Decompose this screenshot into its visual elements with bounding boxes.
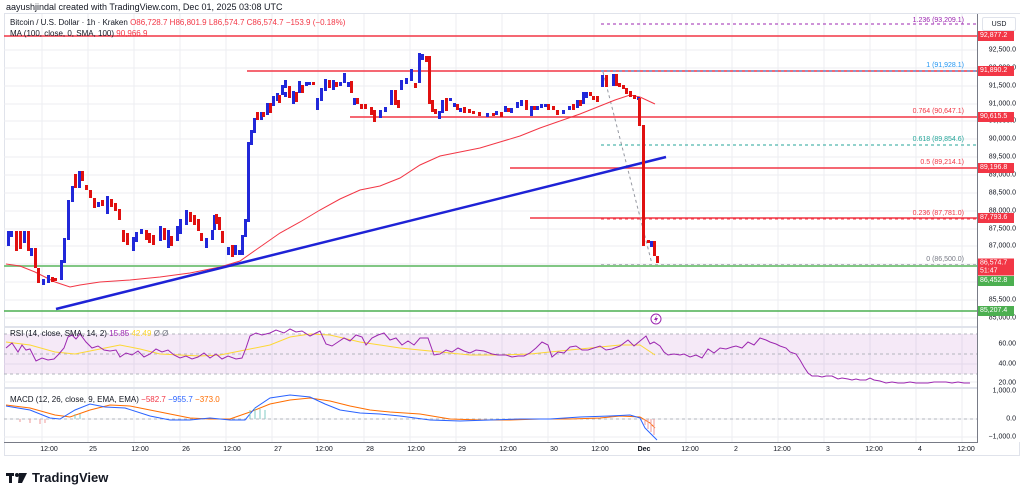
macd-tick: 1,000.0: [992, 387, 1016, 395]
rsi-sma-line: [5, 333, 656, 357]
tradingview-logo[interactable]: TradingView: [6, 470, 108, 485]
price-tag-resistance-5: 87,793.6: [978, 213, 1014, 223]
price-tick: 89,500.0: [988, 153, 1016, 161]
resistance-lines: [4, 35, 977, 219]
symbol-row: Bitcoin / U.S. Dollar · 1h · Kraken O86,…: [10, 17, 345, 28]
macd-line: [5, 394, 658, 441]
time-tick: 25: [89, 446, 97, 453]
time-axis[interactable]: 12:00 25 12:00 26 12:00 27 12:00 28 12:0…: [4, 442, 978, 456]
macd-signal-value: −373.0: [195, 395, 220, 404]
time-tick: 27: [274, 446, 282, 453]
time-tick: 26: [182, 446, 190, 453]
time-tick: 12:00: [591, 446, 609, 453]
price-tick: 91,000.0: [988, 100, 1016, 108]
rsi-tick: 40.00: [998, 360, 1016, 368]
time-tick: 3: [826, 446, 830, 453]
price-tag-resistance-3: 90,615.5: [978, 112, 1014, 122]
chart-credit: aayushjindal created with TradingView.co…: [6, 2, 283, 12]
rsi-value: 15.85: [109, 329, 130, 338]
price-tag-support-1: 86,452.8: [978, 276, 1014, 286]
fib-label-0236: 0.236 (87,781.0): [912, 210, 964, 217]
open-value: O86,728.7: [130, 18, 168, 27]
time-tick: 12:00: [131, 446, 149, 453]
ma-row: MA (100, close, 0, SMA, 100) 90,966.9: [10, 28, 345, 39]
time-tick: 12:00: [865, 446, 883, 453]
price-tag-current: 86,574.7 51:47: [978, 258, 1014, 276]
change-value: −153.9 (−0.18%): [285, 18, 346, 27]
price-tick: 87,000.0: [988, 242, 1016, 250]
logo-text: TradingView: [32, 470, 109, 485]
macd-histogram: [19, 419, 655, 435]
fib-label-0: 0 (86,500.0): [926, 256, 964, 263]
price-axis[interactable]: 92,500.0 92,000.0 91,500.0 91,000.0 90,5…: [977, 14, 1020, 442]
time-tick: 12:00: [957, 446, 975, 453]
grid-lines: [4, 14, 977, 442]
price-tag-resistance-1: 92,877.2: [978, 31, 1014, 41]
ma-label[interactable]: MA (100, close, 0, SMA, 100): [10, 29, 115, 38]
chart-legend: Bitcoin / U.S. Dollar · 1h · Kraken O86,…: [10, 17, 345, 39]
fib-label-0618: 0.618 (89,854.6): [912, 136, 964, 143]
time-tick: 12:00: [40, 446, 58, 453]
tradingview-logo-icon: [6, 472, 27, 483]
rsi-extra: Ø Ø: [153, 329, 169, 338]
price-tick: 85,500.0: [988, 296, 1016, 304]
close-value: C86,574.7: [246, 18, 284, 27]
alert-lightning-icon: [650, 313, 662, 325]
price-tick: 92,500.0: [988, 46, 1016, 54]
time-tick: Dec: [637, 446, 651, 453]
macd-tick: −1,000.0: [988, 433, 1016, 441]
fib-label-05: 0.5 (89,214.1): [920, 159, 964, 166]
fib-label-1236: 1.236 (93,209.1): [912, 17, 964, 24]
price-tick: 88,500.0: [988, 189, 1016, 197]
time-tick: 12:00: [223, 446, 241, 453]
rsi-line: [5, 328, 970, 384]
rsi-label[interactable]: RSI (14, close, SMA, 14, 2): [10, 329, 107, 338]
price-tick: 90,000.0: [988, 135, 1016, 143]
time-tick: 30: [550, 446, 558, 453]
time-tick: 4: [918, 446, 922, 453]
price-tick: 87,500.0: [988, 225, 1016, 233]
price-tick: 89,000.0: [988, 171, 1016, 179]
time-tick: 12:00: [407, 446, 425, 453]
rsi-tick: 60.00: [998, 340, 1016, 348]
time-tick: 12:00: [773, 446, 791, 453]
macd-signal-line: [5, 397, 656, 429]
time-tick: 29: [458, 446, 466, 453]
macd-hist-value: −582.7: [141, 395, 166, 404]
time-tick: 12:00: [499, 446, 517, 453]
symbol-name[interactable]: Bitcoin / U.S. Dollar · 1h · Kraken: [10, 18, 128, 27]
macd-value: −955.7: [168, 395, 193, 404]
current-price: 86,574.7: [980, 259, 1008, 267]
price-tick: 85,000.0: [988, 314, 1016, 322]
price-tag-resistance-4: 89,196.8: [978, 163, 1014, 173]
time-tick: 12:00: [681, 446, 699, 453]
price-tick: 88,000.0: [988, 207, 1016, 215]
macd-label[interactable]: MACD (12, 26, close, 9, EMA, EMA): [10, 395, 139, 404]
fib-label-0764: 0.764 (90,647.1): [912, 108, 964, 115]
high-value: H86,801.9: [169, 18, 207, 27]
rsi-legend: RSI (14, close, SMA, 14, 2) 15.85 42.49 …: [10, 329, 168, 338]
price-tag-support-2: 85,207.4: [978, 306, 1014, 316]
trendline: [55, 155, 667, 311]
moving-average-line: [5, 94, 656, 288]
bar-countdown: 51:47: [980, 267, 998, 275]
rsi-tick: 20.00: [998, 379, 1016, 387]
ma-value: 90,966.9: [116, 29, 148, 38]
rsi-sma-value: 42.49: [131, 329, 152, 338]
low-value: L86,574.7: [208, 18, 245, 27]
currency-button[interactable]: USD: [982, 17, 1016, 31]
fib-label-1: 1 (91,928.1): [926, 62, 964, 69]
time-tick: 2: [734, 446, 738, 453]
price-tick: 91,500.0: [988, 82, 1016, 90]
macd-legend: MACD (12, 26, close, 9, EMA, EMA) −582.7…: [10, 395, 220, 404]
time-tick: 12:00: [315, 446, 333, 453]
price-tag-resistance-2: 91,890.2: [978, 66, 1014, 76]
candlesticks: [7, 53, 659, 285]
time-tick: 28: [366, 446, 374, 453]
macd-tick: 0.0: [1006, 415, 1016, 423]
